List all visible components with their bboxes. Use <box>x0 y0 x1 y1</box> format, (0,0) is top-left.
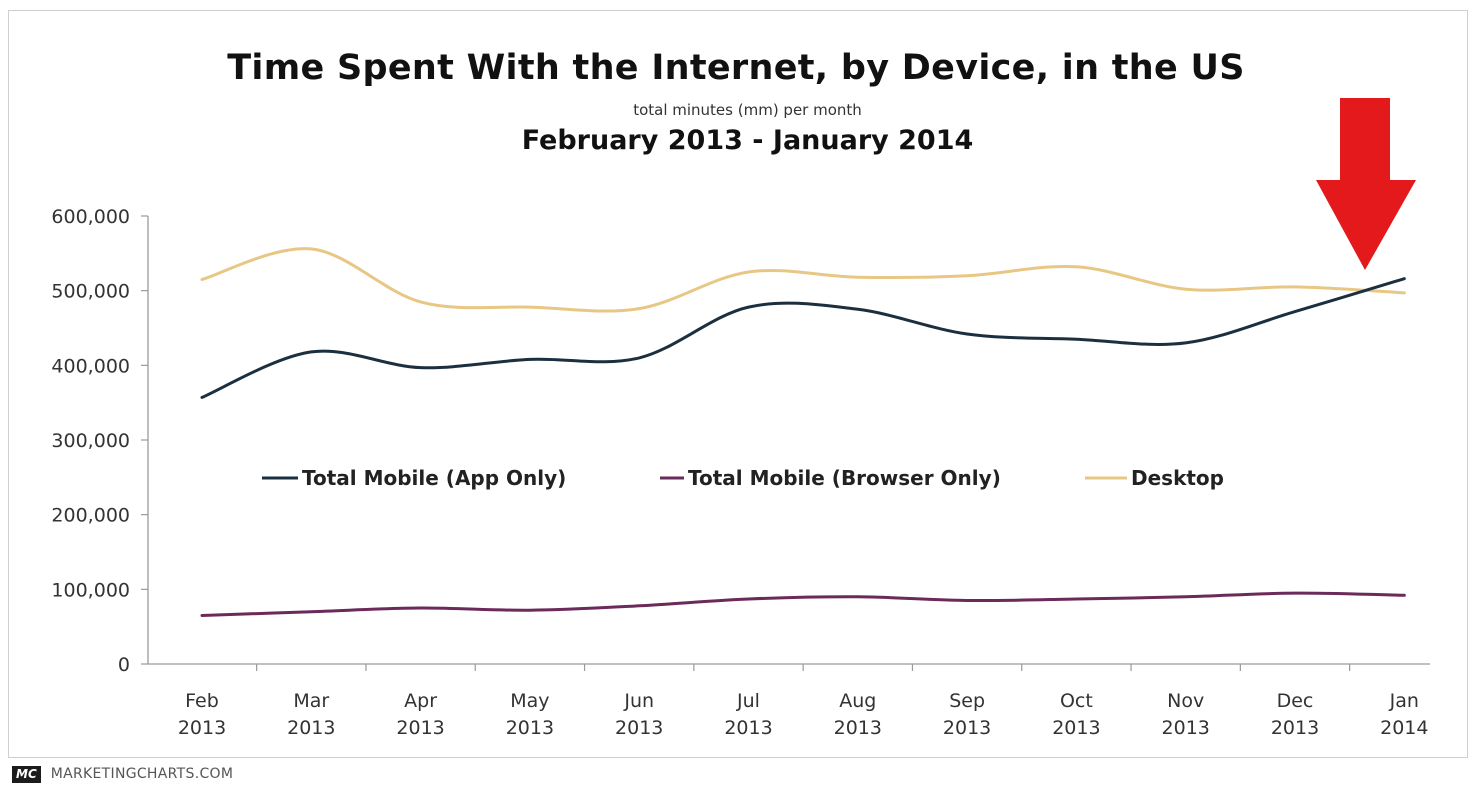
chart-frame <box>8 10 1468 758</box>
y-tick-label: 100,000 <box>51 579 130 601</box>
chart-title: Time Spent With the Internet, by Device,… <box>227 48 1245 88</box>
x-tick-label: Sep 2013 <box>943 690 991 739</box>
chart-axes: 0 100,000 200,000 300,000 400,000 500,000 600,… <box>51 206 1430 739</box>
x-tick-label: Jun 2013 <box>615 690 663 739</box>
chart-legend: Total Mobile (App Only) Total Mobile (Bro… <box>262 466 1224 490</box>
y-tick-label: 0 <box>118 654 130 676</box>
arrow-down-icon <box>1316 98 1416 270</box>
footer: MC MARKETINGCHARTS.COM <box>12 764 233 784</box>
marketingcharts-logo: MC <box>12 765 41 783</box>
series-line-total-mobile-browser-only <box>200 591 1406 617</box>
x-tick-label: May 2013 <box>506 690 554 739</box>
y-tick-label: 600,000 <box>51 206 130 228</box>
chart-period: February 2013 - January 2014 <box>521 125 974 156</box>
x-tick-label: Aug 2013 <box>834 690 882 739</box>
y-tick-label: 200,000 <box>51 505 130 527</box>
series-line-total-mobile-app-only <box>200 277 1406 399</box>
y-tick-label: 300,000 <box>51 430 130 452</box>
x-tick-label: Nov 2013 <box>1162 690 1210 739</box>
y-tick-label: 500,000 <box>51 281 130 303</box>
chart-series <box>200 247 1406 617</box>
legend-label: Desktop <box>1131 466 1224 490</box>
x-tick-label: Oct 2013 <box>1052 690 1100 739</box>
legend-label: Total Mobile (Browser Only) <box>688 466 1001 490</box>
x-tick-label: Dec 2013 <box>1271 690 1319 739</box>
series-line-desktop <box>200 247 1406 313</box>
chart-subtitle: total minutes (mm) per month <box>633 101 862 119</box>
x-tick-label: Apr 2013 <box>396 690 444 739</box>
x-tick-label: Mar 2013 <box>287 690 335 739</box>
legend-label: Total Mobile (App Only) <box>302 466 566 490</box>
x-tick-label: Feb 2013 <box>178 690 226 739</box>
x-tick-label: Jan 2014 <box>1380 690 1428 739</box>
y-tick-label: 400,000 <box>51 355 130 377</box>
source-label: MARKETINGCHARTS.COM <box>50 766 234 782</box>
x-tick-label: Jul 2013 <box>724 690 772 739</box>
